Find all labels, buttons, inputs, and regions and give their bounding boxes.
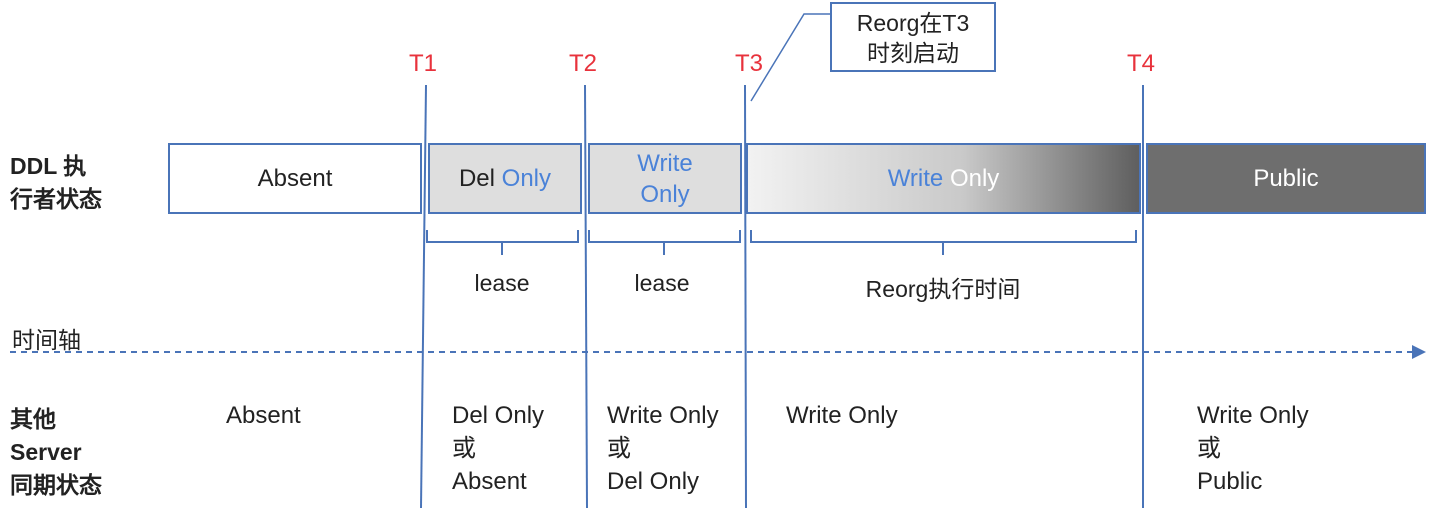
state-box-absent-label: Absent xyxy=(257,165,333,192)
state-box-write-only-2-word-2: Only xyxy=(949,165,1000,192)
server-row-label-line-2: Server xyxy=(10,439,82,465)
server-state-4: Write Only xyxy=(786,402,898,429)
server-state-5-line-1: Write Only xyxy=(1197,402,1309,429)
marker-t4: T4 xyxy=(1127,50,1156,77)
callout-pointer xyxy=(750,13,832,102)
server-state-2-line-3: Absent xyxy=(452,468,527,495)
server-row-label-line-3: 同期状态 xyxy=(10,472,102,498)
state-box-del-only-word-2: Only xyxy=(501,165,552,192)
ddl-row-label-line-1: DDL 执 xyxy=(10,153,87,179)
marker-t2: T2 xyxy=(569,50,598,77)
callout-line-2: 时刻启动 xyxy=(867,40,959,66)
time-axis-label: 时间轴 xyxy=(12,327,81,353)
server-state-3: Write Only 或 Del Only xyxy=(607,399,719,498)
server-row-label: 其他 Server 同期状态 xyxy=(10,403,102,502)
duration-label-reorg: Reorg执行时间 xyxy=(865,276,1021,302)
lease-bracket-2 xyxy=(588,230,741,255)
server-state-3-line-3: Del Only xyxy=(607,468,700,495)
t3-line xyxy=(744,84,747,509)
state-box-del-only-word-1: Del xyxy=(458,165,495,192)
state-box-write-only-2-bg xyxy=(746,143,1141,214)
state-box-public-label: Public xyxy=(1253,165,1319,192)
lease-bracket-1 xyxy=(426,230,579,255)
t2-line xyxy=(584,84,588,509)
duration-label-lease-2: lease xyxy=(634,270,690,296)
server-state-2-line-2: 或 xyxy=(452,435,476,462)
server-state-5-line-3: Public xyxy=(1197,468,1263,495)
state-box-del-only: Del Only xyxy=(428,143,582,214)
state-box-write-only-2: Write Only xyxy=(746,143,1141,214)
t1-line xyxy=(420,84,427,509)
server-state-3-line-2: 或 xyxy=(607,435,631,462)
state-box-absent: Absent xyxy=(168,143,422,214)
reorg-start-callout: Reorg在T3 时刻启动 xyxy=(830,2,996,72)
state-box-public: Public xyxy=(1146,143,1426,214)
ddl-row-label-line-2: 行者状态 xyxy=(10,186,102,212)
server-state-5-line-2: 或 xyxy=(1197,435,1221,462)
state-box-write-only-1: Write Only xyxy=(588,143,742,214)
server-state-2: Del Only 或 Absent xyxy=(452,399,544,498)
marker-t1: T1 xyxy=(409,50,438,77)
callout-line-1: Reorg在T3 xyxy=(856,10,970,36)
time-axis-arrow xyxy=(1412,345,1426,359)
duration-label-lease-1: lease xyxy=(474,270,530,296)
state-box-write-only-1-line-2: Only xyxy=(640,180,690,208)
ddl-row-label: DDL 执 行者状态 xyxy=(10,150,102,216)
server-row-label-line-1: 其他 xyxy=(10,406,56,432)
state-box-write-only-2-word-1: Write xyxy=(887,165,944,192)
server-state-1: Absent xyxy=(226,402,301,429)
server-state-2-line-1: Del Only xyxy=(452,402,545,429)
server-state-3-line-1: Write Only xyxy=(607,402,719,429)
server-state-5: Write Only 或 Public xyxy=(1197,399,1309,498)
reorg-bracket xyxy=(750,230,1137,255)
marker-t3: T3 xyxy=(735,50,764,77)
state-box-write-only-1-line-1: Write xyxy=(637,149,693,177)
